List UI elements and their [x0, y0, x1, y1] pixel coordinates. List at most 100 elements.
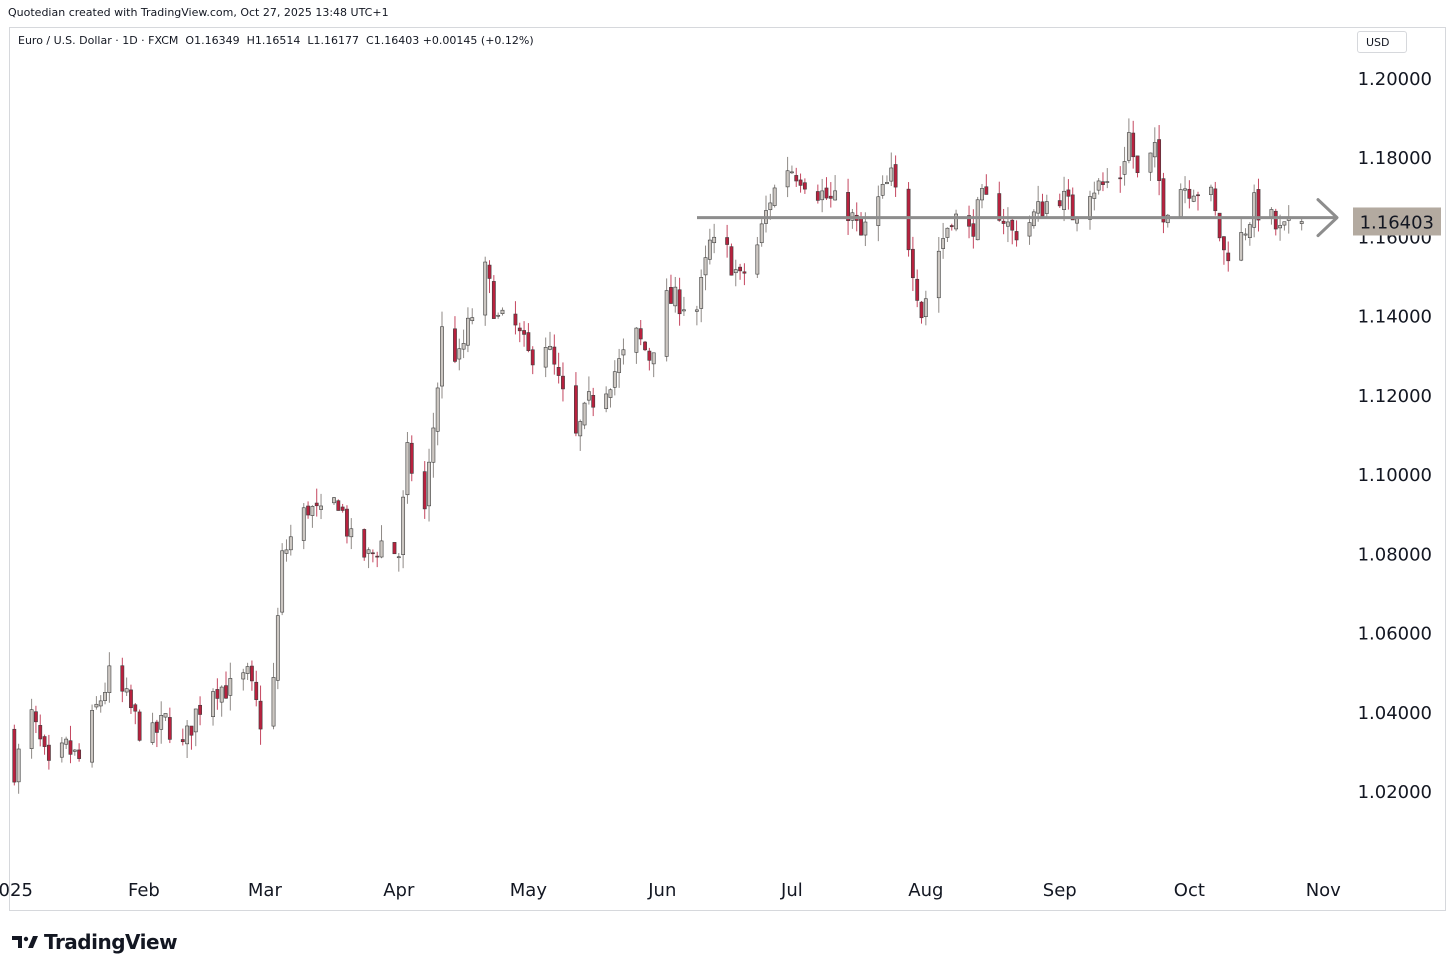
candle-body: [379, 540, 384, 558]
candle-body: [1252, 192, 1257, 228]
y-tick-label: 1.08000: [1358, 544, 1432, 565]
x-tick-label: 2025: [0, 880, 33, 901]
y-tick-label: 1.20000: [1358, 69, 1432, 90]
candle-body: [954, 213, 958, 230]
candle-body: [885, 182, 889, 185]
x-tick-label: Nov: [1306, 880, 1341, 901]
candle-body: [651, 352, 656, 365]
candle-body: [77, 749, 82, 759]
close-label: C: [366, 34, 374, 47]
candle-body: [893, 164, 898, 188]
candle-body: [431, 427, 436, 463]
candle-body: [159, 715, 164, 730]
candle-body: [694, 309, 699, 312]
candle-body: [198, 704, 202, 715]
x-tick-label: May: [510, 880, 548, 901]
candle-body: [167, 717, 172, 740]
candle-body: [362, 529, 367, 558]
candle-body: [1152, 142, 1157, 158]
currency-button[interactable]: USD: [1357, 31, 1407, 53]
candle-body: [578, 421, 583, 437]
candle-body: [815, 191, 820, 201]
candle-body: [682, 309, 686, 312]
candle-body: [608, 389, 613, 398]
candle-body: [1101, 181, 1105, 185]
candle-body: [189, 725, 194, 736]
candle-body: [561, 375, 565, 390]
candle-body: [90, 710, 94, 763]
candle-body: [828, 195, 833, 199]
candle-body: [470, 317, 475, 321]
candle-body: [211, 691, 215, 717]
x-tick-label: Jul: [780, 880, 803, 901]
candle-body: [833, 190, 838, 201]
candle-body: [1226, 252, 1231, 262]
y-tick-label: 1.10000: [1358, 465, 1432, 486]
candle-body: [647, 350, 652, 361]
candle-body: [219, 686, 224, 703]
candle-body: [574, 385, 578, 434]
candle-body: [1222, 236, 1226, 251]
candle-body: [228, 678, 233, 696]
candle-body: [548, 345, 552, 350]
candle-body: [487, 264, 492, 279]
candle-body: [699, 277, 704, 309]
low-value: 1.16177: [313, 34, 360, 47]
candle-body: [12, 728, 17, 783]
candle-body: [975, 199, 980, 241]
candle-body: [742, 271, 747, 274]
candle-body: [1148, 152, 1153, 173]
x-tick-label: Oct: [1174, 880, 1205, 901]
candle-body: [107, 665, 112, 693]
candle-body: [1062, 190, 1066, 210]
candle-body: [1006, 221, 1010, 227]
candle-body: [1191, 195, 1196, 202]
close-value: 1.16403: [373, 34, 420, 47]
candle-body: [1256, 189, 1261, 221]
candle-body: [1183, 188, 1187, 191]
candle-body: [889, 167, 894, 182]
candle-body: [1057, 200, 1062, 207]
y-tick-label: 1.06000: [1358, 624, 1432, 645]
candle-body: [923, 298, 928, 317]
candle-body: [215, 689, 220, 699]
candle-body: [314, 502, 319, 507]
candle-body: [738, 266, 742, 272]
candle-body: [457, 348, 462, 360]
candle-body: [1088, 196, 1092, 220]
candle-body: [124, 688, 129, 693]
candle-body: [150, 722, 155, 743]
candle-body: [643, 341, 647, 351]
candle-body: [820, 190, 825, 201]
candle-body: [824, 187, 829, 199]
candle-body: [802, 182, 807, 190]
candle-body: [332, 497, 336, 504]
candle-body: [997, 193, 1002, 221]
candle-body: [466, 317, 470, 346]
candle-body: [1092, 192, 1097, 199]
candle-body: [880, 183, 885, 196]
candle-body: [621, 349, 626, 356]
candle-body: [638, 328, 643, 340]
candle-body: [483, 261, 488, 316]
candle-body: [241, 672, 246, 680]
candle-body: [435, 387, 440, 432]
candle-body: [370, 552, 375, 555]
candle-body: [29, 709, 34, 749]
tradingview-brand[interactable]: TradingView: [12, 930, 178, 954]
candle-body: [790, 171, 794, 174]
candle-body: [798, 179, 803, 186]
candle-body: [453, 328, 457, 362]
candle-body: [634, 327, 639, 353]
candle-body: [1157, 139, 1162, 181]
symbol-name[interactable]: Euro / U.S. Dollar · 1D · FXCM: [18, 34, 179, 47]
candle-body: [1105, 181, 1110, 183]
candle-body: [910, 248, 915, 279]
brand-name: TradingView: [44, 930, 178, 954]
candle-body: [288, 536, 293, 551]
candle-body: [517, 327, 522, 332]
candle-body: [409, 442, 414, 474]
candle-body: [280, 550, 285, 613]
candle-body: [271, 677, 276, 727]
